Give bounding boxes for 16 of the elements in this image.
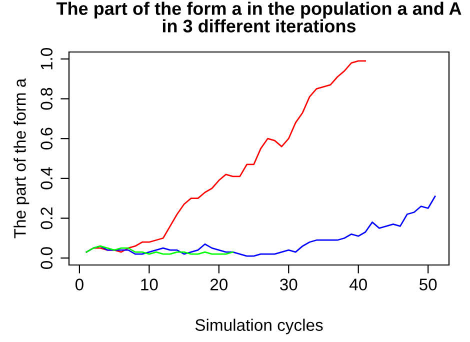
x-tick-label: 30 xyxy=(280,278,298,290)
line-series xyxy=(86,245,234,255)
x-tick-label: 40 xyxy=(349,278,367,290)
y-tick-label: 1.0 xyxy=(40,48,53,70)
y-tick-label: 0.8 xyxy=(40,88,53,110)
x-tick-label: 10 xyxy=(141,278,158,290)
chart-title: The part of the form a in the population a and A in 3 different iterations xyxy=(56,2,462,32)
y-tick-label: 0.2 xyxy=(40,207,53,230)
y-tick-label: 0.6 xyxy=(40,128,53,150)
y-tick-label: 0.0 xyxy=(40,247,53,269)
y-axis-title: The part of the form a xyxy=(14,78,30,238)
x-tick-label: 50 xyxy=(419,278,437,290)
x-axis-title: Simulation cycles xyxy=(195,318,323,334)
x-tick-label: 0 xyxy=(75,278,84,290)
x-tick-label: 20 xyxy=(210,278,228,290)
y-tick-label: 0.4 xyxy=(40,167,53,190)
